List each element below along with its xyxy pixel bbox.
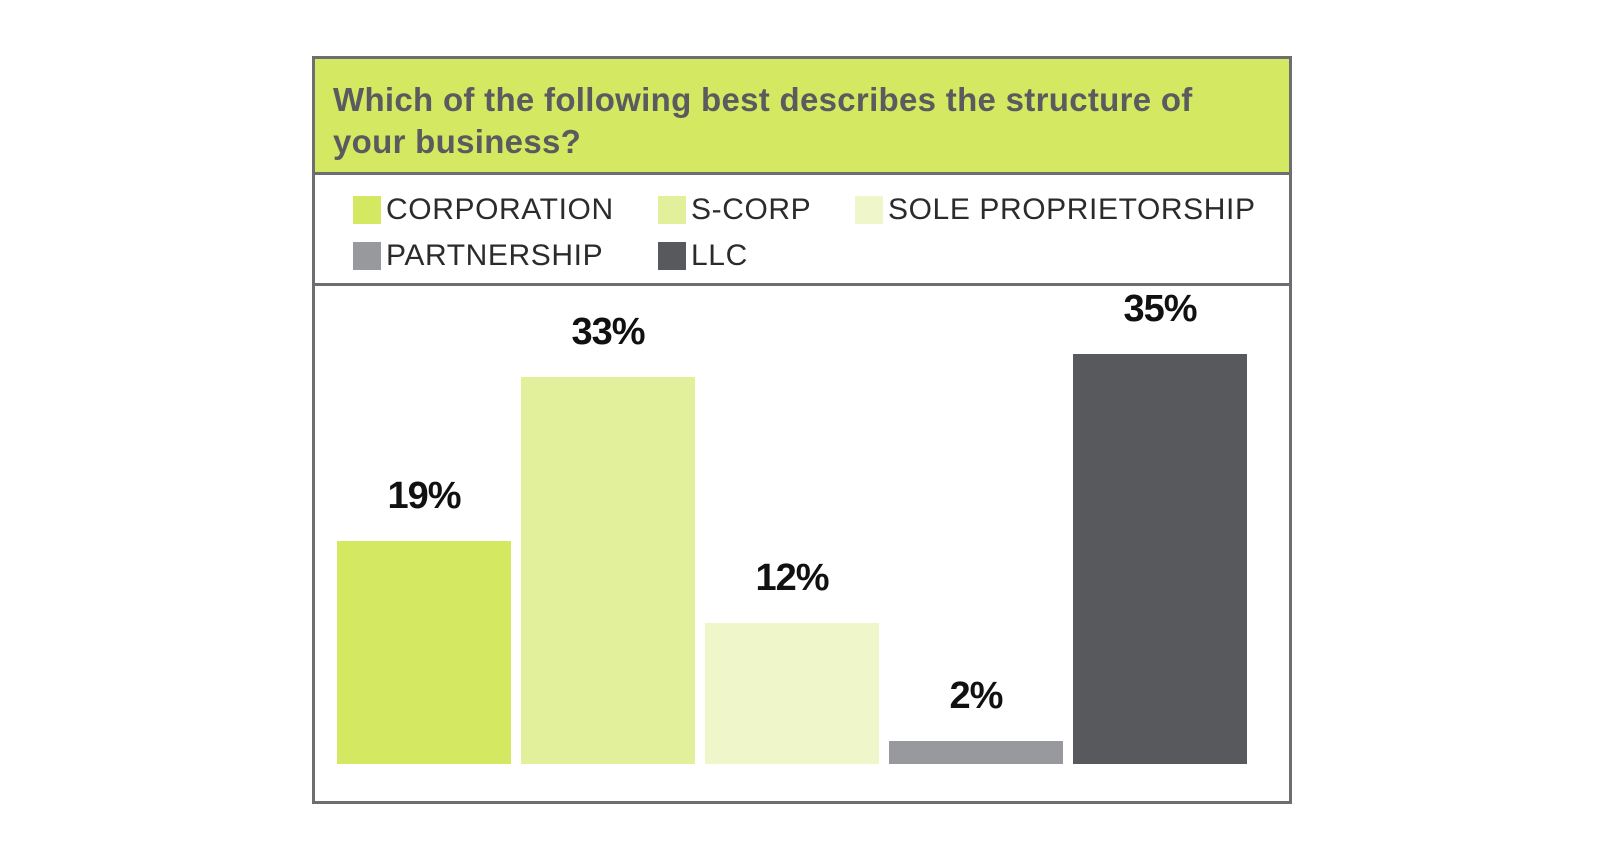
legend-label-s-corp: S-CORP (691, 193, 812, 226)
legend-label-llc: LLC (691, 239, 748, 272)
legend-swatch-llc (658, 242, 686, 270)
legend-item-partnership: PARTNERSHIP (353, 239, 604, 272)
bar-corporation (337, 541, 511, 764)
legend-item-corporation: CORPORATION (353, 193, 614, 226)
data-label-sole-proprietorship: 12% (755, 557, 829, 599)
bar-sole-proprietorship (705, 623, 879, 764)
legend-item-s-corp: S-CORP (658, 193, 812, 226)
data-label-corporation: 19% (387, 475, 461, 517)
chart-title: Which of the following best describes th… (315, 59, 1289, 175)
legend-swatch-s-corp (658, 196, 686, 224)
data-label-s-corp: 33% (571, 311, 645, 353)
legend-swatch-sole-proprietorship (855, 196, 883, 224)
plot-area: 19% 33% 12% 2% 35% (315, 286, 1289, 801)
bar-llc (1073, 354, 1247, 764)
legend-swatch-corporation (353, 196, 381, 224)
bar-partnership (889, 741, 1063, 764)
legend-label-partnership: PARTNERSHIP (386, 239, 604, 272)
legend-label-corporation: CORPORATION (386, 193, 614, 226)
data-label-llc: 35% (1123, 288, 1197, 330)
bar-s-corp (521, 377, 695, 764)
legend-swatch-partnership (353, 242, 381, 270)
chart-frame: Which of the following best describes th… (312, 56, 1292, 804)
legend-item-sole-proprietorship: SOLE PROPRIETORSHIP (855, 193, 1256, 226)
legend-item-llc: LLC (658, 239, 748, 272)
data-label-partnership: 2% (949, 675, 1004, 717)
legend-label-sole-proprietorship: SOLE PROPRIETORSHIP (888, 193, 1256, 226)
chart-legend: CORPORATION S-CORP SOLE PROPRIETORSHIP P… (315, 175, 1289, 286)
